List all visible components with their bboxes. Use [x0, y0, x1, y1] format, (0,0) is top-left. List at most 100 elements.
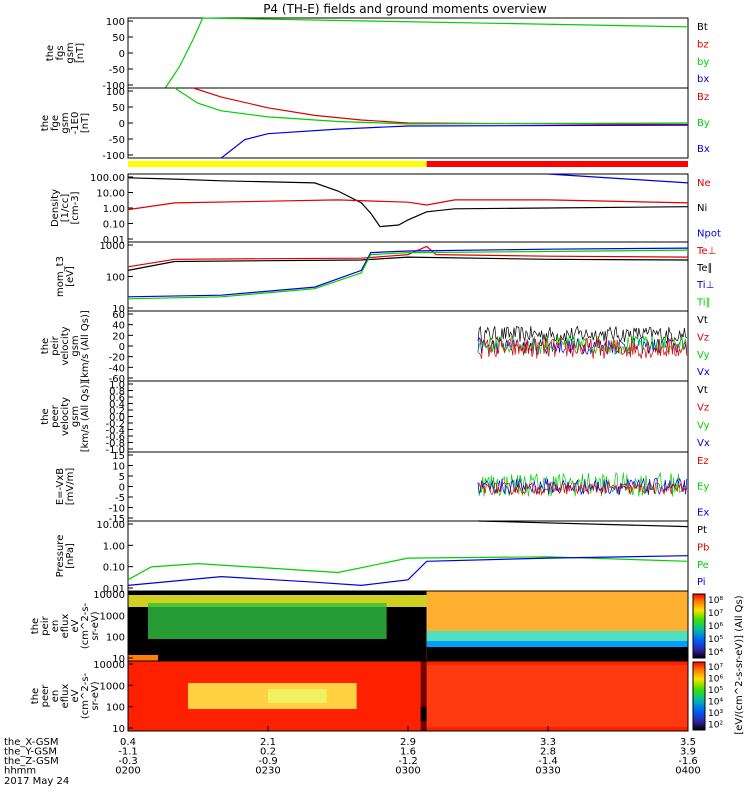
- y-tick-label: 1000: [100, 241, 125, 252]
- y-tick-label: 0: [119, 49, 125, 60]
- legend-entry-Pe: Pe: [697, 560, 709, 571]
- y-tick-label: 10000: [93, 660, 125, 671]
- series-line-Vz: [477, 337, 688, 359]
- y-axis-label-line: fgs: [55, 45, 66, 60]
- legend-entry-By: By: [697, 118, 710, 129]
- x-tick-label: -1.2: [398, 756, 418, 767]
- colorbar-tick: 10⁸: [708, 596, 723, 606]
- colorbar-tick: 10³: [708, 709, 723, 719]
- y-tick-label: 100: [106, 273, 125, 284]
- legend-entry-Ni: Ni: [697, 203, 707, 214]
- heatmap-region-late: [426, 665, 688, 727]
- colorbar-tick: 10⁶: [708, 675, 723, 685]
- heatmap-gap-black: [420, 707, 427, 721]
- legend-entry-Ex: Ex: [697, 507, 709, 518]
- y-axis-label-line: [km/s (All Qs)]: [80, 381, 91, 453]
- y-axis-label: thepeerenefluxeV(cm^2-s-sr-eV): [30, 672, 101, 719]
- series-line-Ni: [127, 177, 689, 228]
- legend-entry-Ti⊥: Ti⊥: [696, 280, 714, 291]
- y-tick-label: -0.8: [105, 439, 125, 450]
- series-line-Pe: [127, 556, 689, 581]
- colorbar-tick: 10⁴: [708, 698, 723, 708]
- y-tick-label: 50: [112, 103, 125, 114]
- heatmap-band-late-low: [426, 641, 688, 647]
- x-tick-label: 0.4: [120, 737, 136, 748]
- panel-fgs: 100 50 0 -50 -100 thefgsgsm[nT] Bt bz by bx: [45, 17, 709, 92]
- legend-entry-Bt: Bt: [697, 22, 708, 33]
- y-tick-label: 0: [119, 342, 125, 353]
- heatmap-band-low: [128, 655, 158, 661]
- y-tick-label: 1.00: [103, 204, 125, 215]
- y-axis-label-line: velocity: [60, 397, 71, 436]
- x-row-label: the_X-GSM: [4, 737, 58, 748]
- series-line-Ti∥: [127, 249, 689, 300]
- y-axis-label-line: [1/cc]: [60, 194, 71, 223]
- y-tick-label: 0.6: [109, 393, 125, 404]
- legend-entry-Bz: Bz: [697, 92, 709, 103]
- y-axis-label: thepeirenefluxeV(cm^2-s-sr-eV): [30, 602, 101, 649]
- y-axis-label-line: [nT]: [75, 43, 86, 63]
- mode-bar-segment: [128, 161, 427, 167]
- plot-title: P4 (TH-E) fields and ground moments over…: [263, 2, 547, 16]
- x-tick-label: -1.4: [538, 756, 558, 767]
- heatmap-band-late-mid: [426, 631, 688, 641]
- y-axis-label: mom_t3[eV]: [55, 256, 76, 297]
- y-tick-label: 0.2: [109, 406, 125, 417]
- colorbar-tick: 10²: [708, 721, 723, 731]
- y-tick-label: 10: [112, 462, 125, 473]
- y-tick-label: 10.00: [96, 520, 125, 531]
- series-line-Pi: [127, 555, 689, 587]
- y-axis-label: E=-VxB[mV/m]: [55, 468, 76, 506]
- y-tick-label: -20: [109, 353, 125, 364]
- y-tick-label: -50: [109, 65, 125, 76]
- legend-entry-by: by: [697, 57, 709, 68]
- panel-fge: 100 50 0 -50 -100 thefgegsm-1E0[nT] Bz By Bx: [40, 87, 710, 162]
- panel-moments_t: 1000 100 10 mom_t3[eV] Te⊥ Te∥ Ti⊥ Ti∥: [55, 241, 716, 315]
- y-tick-label: 10: [112, 724, 125, 735]
- y-axis-label-line: [nT]: [80, 113, 91, 133]
- x-row-label: the_Z-GSM: [4, 756, 59, 767]
- y-axis-label-line: the: [45, 45, 56, 61]
- panel-peer_velocity: 1.00.80.60.40.20.0-0.2-0.4-0.6-0.8-1.0 th…: [40, 380, 710, 456]
- panel-pressure: 10.00 1.00 0.10 0.01 Pressure[nPa] Pt Pb Pe Pi: [55, 520, 709, 595]
- y-axis-label-line: peer: [40, 684, 51, 708]
- panel-density: 100.00 10.00 1.00 0.10 0.01 Density[1/cc][cm-…: [50, 173, 721, 246]
- x-row-label: hhmm: [4, 766, 36, 777]
- y-tick-label: -60: [109, 374, 125, 385]
- mode-bar: [128, 161, 688, 167]
- colorbar-tick: 10⁴: [708, 648, 723, 658]
- x-tick-label: 0300: [395, 766, 420, 777]
- y-tick-label: 1000: [100, 681, 125, 692]
- x-tick-label: 2.9: [400, 737, 416, 748]
- legend-entry-Vt: Vt: [697, 315, 708, 326]
- y-tick-label: 0.4: [109, 400, 125, 411]
- panel-peir_eflux: 10000 1000 100 10 thepeirenefluxeV(cm^2-s-sr…: [30, 590, 689, 665]
- y-axis-label-line: eflux: [60, 684, 71, 709]
- y-axis-label-line: peer: [50, 404, 61, 428]
- y-tick-label: 0.0: [109, 413, 125, 424]
- time-axis: the_X-GSMthe_Y-GSMthe_Z-GSMhhmm0.4-1.1-0…: [4, 726, 701, 777]
- y-axis-label-line: Pressure: [55, 535, 66, 578]
- date-label: 2017 May 24: [4, 776, 69, 787]
- y-tick-label: 100: [106, 703, 125, 714]
- x-tick-label: -1.6: [678, 756, 698, 767]
- x-tick-label: 0400: [675, 766, 700, 777]
- panel-peer_eflux: 10000 1000 100 10 thepeerenefluxeV(cm^2-s-sr…: [30, 660, 689, 735]
- y-axis-label-line: gsm: [60, 112, 71, 133]
- panel-frame: [127, 17, 689, 89]
- y-axis-label-line: the: [40, 338, 51, 354]
- y-tick-label: 20: [112, 331, 125, 342]
- y-tick-label: -0.2: [105, 419, 125, 430]
- y-axis-label-line: eflux: [60, 614, 71, 639]
- x-tick-label: 3.9: [680, 747, 696, 758]
- x-tick-label: 0200: [115, 766, 140, 777]
- y-axis-label-line: sr-eV): [90, 611, 101, 640]
- panel-frame: [127, 380, 689, 453]
- y-axis-label-line: (cm^2-s-: [80, 602, 91, 649]
- y-axis-label: thefgsgsm[nT]: [45, 42, 86, 63]
- series-line-Npot: [547, 173, 689, 184]
- series-line-Bz: [193, 87, 689, 126]
- y-tick-label: 10000: [93, 590, 125, 601]
